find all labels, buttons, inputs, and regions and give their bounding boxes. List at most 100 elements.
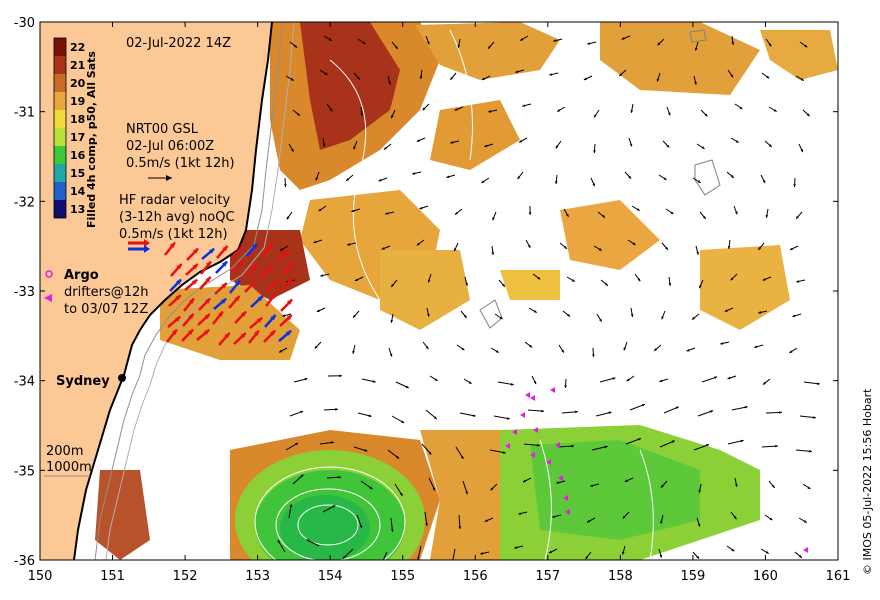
gsl-arrow-head xyxy=(796,280,800,283)
gsl-arrow-head xyxy=(730,277,734,281)
gsl-arrow-head xyxy=(510,382,514,386)
gsl-arrow-head xyxy=(490,487,494,491)
argo-label: Argo xyxy=(64,268,99,283)
radar-arrow-head xyxy=(250,280,257,286)
colorbar-tick-label: 14 xyxy=(70,185,86,198)
gsl-arrow-head xyxy=(798,555,802,558)
gsl-arrow-head xyxy=(758,247,762,250)
gsl-arrow-head xyxy=(405,385,409,388)
gsl-arrow-head xyxy=(670,211,674,214)
radar-arrow-head xyxy=(237,261,244,267)
gsl-arrow-head xyxy=(604,445,608,449)
gsl-arrow-head xyxy=(556,481,560,484)
radar-arrow-head xyxy=(269,330,276,336)
radar-arrow-head xyxy=(203,329,210,335)
gsl-arrow-head xyxy=(659,379,663,383)
colorbar-tick-label: 20 xyxy=(70,77,86,90)
gsl-arrow-head xyxy=(391,284,395,287)
gsl-arrow-head xyxy=(357,76,360,80)
radar-arrow-head xyxy=(234,280,240,286)
gsl-arrow-head xyxy=(433,416,437,419)
gsl-arrow-head xyxy=(765,551,769,554)
gsl-arrow-head xyxy=(528,212,532,215)
gsl-arrow-head xyxy=(800,149,803,153)
radar-arrow-head xyxy=(238,246,244,252)
drifter-marker xyxy=(525,392,530,398)
gsl-arrow-head xyxy=(316,309,320,312)
gsl-arrow-head xyxy=(434,378,438,381)
radar-arrow-head xyxy=(191,279,198,285)
x-tick-label: 152 xyxy=(173,569,198,584)
radar-arrow-head xyxy=(221,261,228,267)
gsl-arrow-head xyxy=(762,381,766,385)
gsl-arrow-head xyxy=(369,486,373,490)
colorbar-tick-label: 19 xyxy=(70,95,85,108)
colorbar-tick-label: 15 xyxy=(70,167,85,180)
radar-arrow-head xyxy=(175,279,182,285)
gsl-arrow-head xyxy=(590,484,594,487)
gsl-arrow-head xyxy=(583,77,587,80)
gsl-arrow-head xyxy=(378,178,382,182)
sst-contours xyxy=(254,29,654,560)
colorbar-swatch xyxy=(54,38,66,56)
gsl-arrow-head xyxy=(515,70,519,73)
gsl-arrow-head xyxy=(623,347,627,351)
gsl-arrow-head xyxy=(666,144,670,148)
radar-arrow-head xyxy=(286,315,292,321)
gsl-arrow-head xyxy=(668,283,672,286)
gsl-arrow-head xyxy=(352,350,355,354)
gsl-arrow-head xyxy=(731,42,735,45)
gsl-arrow-head xyxy=(399,492,403,496)
gsl-arrow-head xyxy=(621,37,625,40)
gsl-arrow-head xyxy=(314,345,318,349)
gsl-arrow-shaft xyxy=(382,551,388,560)
gsl-arrow-head xyxy=(277,539,281,543)
gsl-arrow-head xyxy=(731,548,735,552)
gsl-arrow-head xyxy=(457,44,461,48)
gsl-arrow-head xyxy=(354,278,358,281)
radar-scale-arrows xyxy=(128,239,150,253)
gsl-arrow-head xyxy=(637,278,641,282)
gsl-arrow-head xyxy=(587,42,591,45)
gsl-arrow-head xyxy=(592,183,595,187)
x-tick-label: 156 xyxy=(463,569,488,584)
argo-marker xyxy=(45,270,53,278)
gsl-arrow-head xyxy=(527,244,531,248)
drifter-marker xyxy=(505,443,510,449)
x-tick-label: 155 xyxy=(390,569,415,584)
gsl-arrow-head xyxy=(660,520,663,524)
sydney-label: Sydney xyxy=(56,374,110,389)
gsl-arrow-head xyxy=(629,143,633,147)
y-tick-label: -35 xyxy=(14,464,35,479)
gsl-arrow-head xyxy=(484,144,488,148)
radar-arrow-head xyxy=(270,293,276,299)
gsl-arrow-head xyxy=(286,216,290,220)
y-tick-label: -31 xyxy=(14,106,35,121)
gsl-arrow-head xyxy=(279,349,283,353)
gsl-arrow-head xyxy=(654,348,658,351)
gsl-arrow-head xyxy=(566,213,569,217)
gsl-arrow-head xyxy=(425,346,429,350)
gsl-arrow-head xyxy=(533,310,537,313)
gsl-arrow-head xyxy=(416,242,420,246)
gsl-arrow-head xyxy=(564,245,567,249)
coastline xyxy=(73,22,273,560)
gsl-arrow-head xyxy=(622,515,626,519)
colorbar-tick-label: 21 xyxy=(70,59,85,72)
radar-arrow-head xyxy=(286,299,293,305)
gsl-arrow-head xyxy=(412,172,416,175)
gsl-arrow-head xyxy=(800,78,804,81)
drifter-legend-marker xyxy=(44,294,52,302)
depth-200m-label: 200m xyxy=(46,444,83,459)
gsl-arrow-head xyxy=(335,408,338,411)
gsl-arrow-head xyxy=(744,405,748,409)
gsl-arrow-head xyxy=(454,211,458,215)
sydney-marker xyxy=(118,374,126,382)
map-title: 02-Jul-2022 14Z xyxy=(126,36,231,51)
gsl-arrow-head xyxy=(661,316,664,320)
gsl-arrow-head xyxy=(585,556,589,560)
gsl-arrow-head xyxy=(502,283,505,287)
gsl-arrow-head xyxy=(499,316,503,320)
gsl-arrow-head xyxy=(694,47,698,51)
